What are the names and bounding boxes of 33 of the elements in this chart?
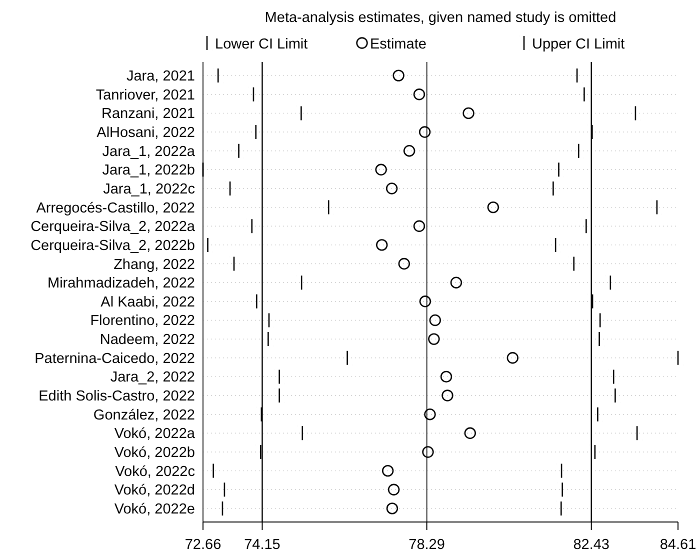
- y-tick-label: Arregocés-Castillo, 2022: [36, 200, 195, 216]
- y-tick-label: Jara_1, 2022a: [102, 144, 196, 160]
- x-tick-label: 74.15: [244, 537, 280, 553]
- y-tick-label: Ranzani, 2021: [101, 106, 195, 122]
- legend-label: Upper CI Limit: [532, 36, 625, 52]
- y-tick-label: Florentino, 2022: [90, 313, 195, 330]
- y-tick-label: Jara_2, 2022: [110, 370, 195, 386]
- y-tick-label: Al Kaabi, 2022: [100, 294, 195, 310]
- y-tick-label: Jara_1, 2022c: [103, 181, 195, 198]
- y-tick-label: Edith Solis-Castro, 2022: [38, 388, 195, 405]
- y-tick-label: González, 2022: [93, 407, 195, 424]
- y-tick-label: Zhang, 2022: [114, 256, 195, 273]
- y-tick-label: Cerqueira-Silva_2, 2022b: [30, 238, 195, 254]
- x-tick-label: 72.66: [184, 537, 222, 553]
- x-tick-label: 78.29: [408, 537, 445, 553]
- y-tick-label: Mirahmadizadeh, 2022: [47, 276, 195, 292]
- y-tick-label: Vokó, 2022d: [114, 482, 195, 499]
- y-tick-label: AlHosani, 2022: [96, 125, 195, 142]
- y-tick-label: Vokó, 2022c: [115, 464, 195, 480]
- y-tick-label: Paternina-Caicedo, 2022: [34, 350, 195, 367]
- y-tick-label: Vokó, 2022b: [114, 444, 195, 461]
- y-tick-label: Jara_1, 2022b: [102, 162, 195, 179]
- y-tick-label: Tanriover, 2021: [96, 87, 195, 104]
- legend-label: Lower CI Limit: [215, 36, 308, 52]
- y-tick-label: Vokó, 2022e: [114, 501, 195, 518]
- legend-label: Estimate: [370, 36, 426, 52]
- y-tick-label: Vokó, 2022a: [114, 426, 196, 442]
- y-tick-label: Jara, 2021: [126, 68, 195, 85]
- x-tick-label: 82.43: [573, 537, 610, 553]
- x-tick-label: 84.61: [660, 537, 696, 553]
- y-tick-label: Cerqueira-Silva_2, 2022a: [30, 219, 196, 236]
- chart-title: Meta-analysis estimates, given named study is omitted: [264, 10, 616, 26]
- y-tick-label: Nadeem, 2022: [100, 332, 195, 348]
